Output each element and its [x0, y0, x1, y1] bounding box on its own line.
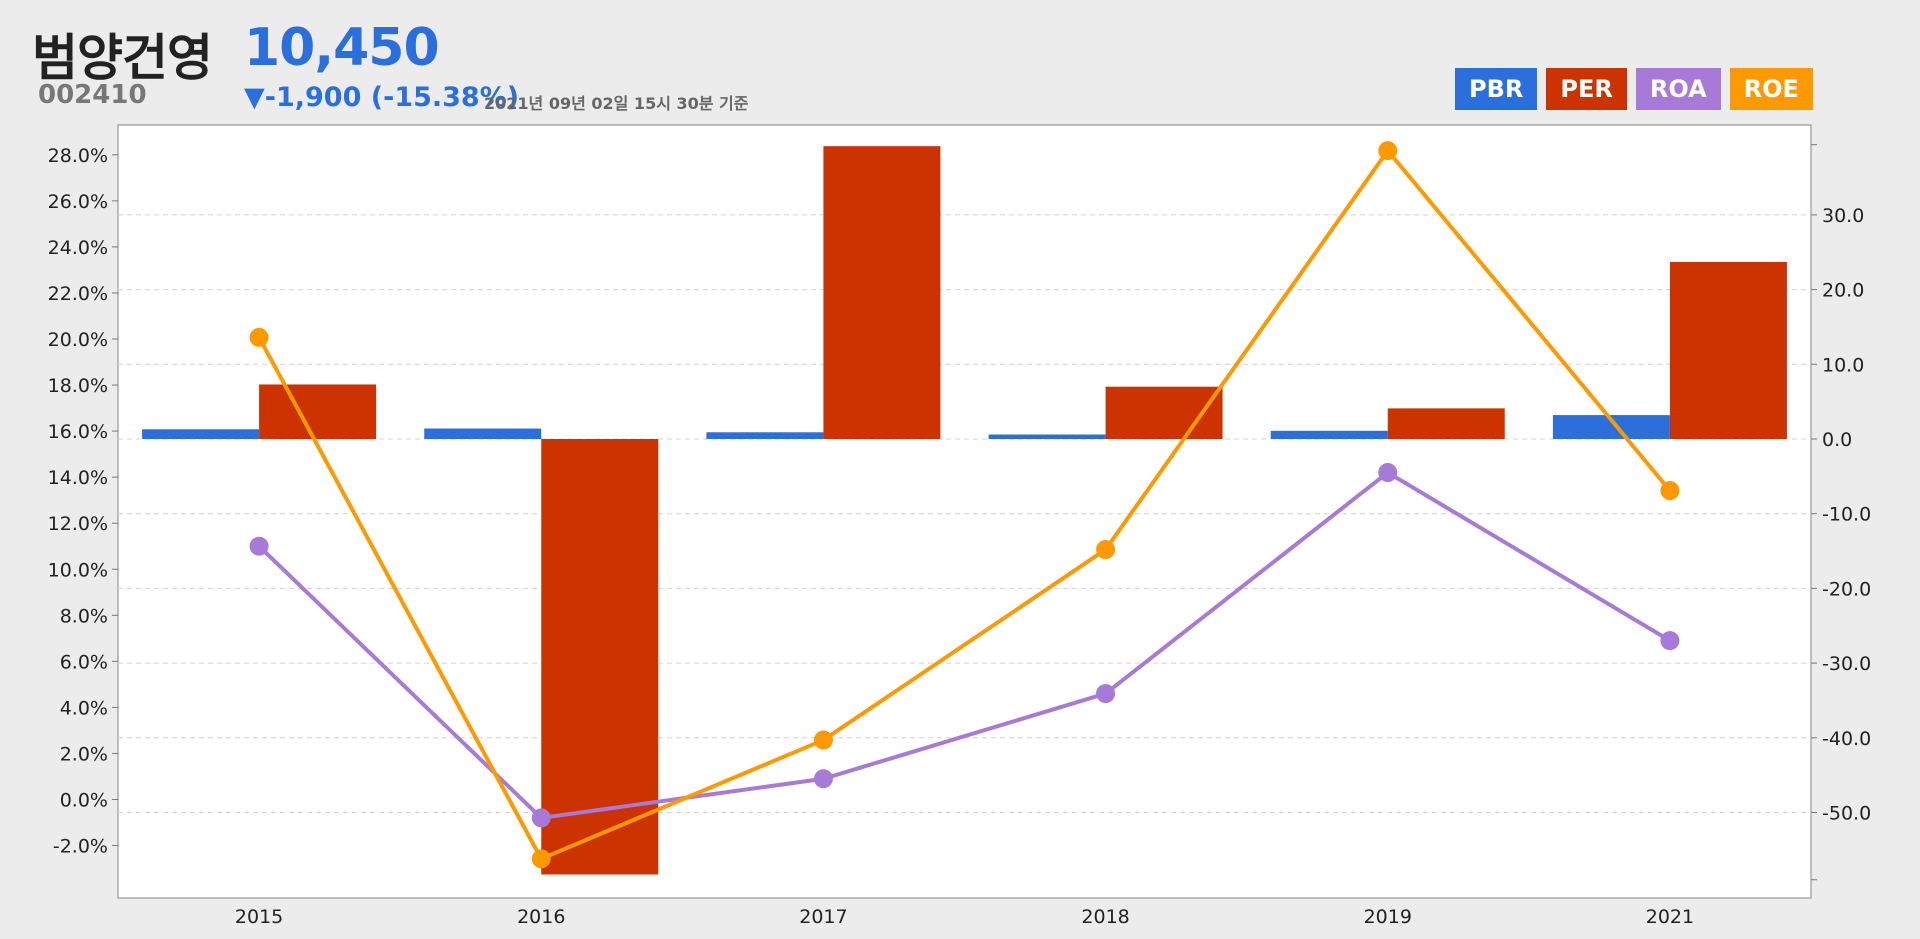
point-roa-2019	[1378, 463, 1398, 483]
x-tick-label: 2019	[1364, 906, 1412, 928]
right-tick-label: 30.0	[1822, 205, 1864, 227]
point-roa-2015	[249, 536, 269, 556]
left-tick-label: 20.0%	[48, 329, 108, 351]
bar-per-2021	[1669, 261, 1787, 439]
right-tick-label: -40.0	[1822, 728, 1871, 750]
price-change: ▼-1,900 (-15.38%)	[244, 82, 520, 113]
bar-per-2019	[1387, 408, 1505, 439]
bar-pbr-2015	[142, 429, 260, 439]
legend-roe[interactable]: ROE	[1729, 68, 1813, 110]
right-tick-label: -50.0	[1822, 803, 1871, 825]
bar-per-2016	[541, 439, 659, 875]
stock-code: 002410	[38, 80, 147, 110]
bar-per-2018	[1105, 386, 1223, 439]
point-roa-2021	[1660, 631, 1680, 651]
point-roe-2019	[1378, 141, 1398, 161]
x-tick-label: 2016	[517, 906, 565, 928]
left-tick-label: 16.0%	[48, 421, 108, 443]
x-tick-label: 2021	[1646, 906, 1694, 928]
right-tick-label: 20.0	[1822, 280, 1864, 302]
stock-price: 10,450	[244, 18, 440, 78]
left-tick-label: 24.0%	[48, 237, 108, 259]
line-roe	[257, 148, 1672, 861]
bar-per-2015	[259, 384, 377, 439]
left-tick-label: 4.0%	[60, 697, 108, 719]
left-tick-label: 28.0%	[48, 145, 108, 167]
bar-pbr-2019	[1270, 430, 1388, 439]
bar-pbr-2018	[988, 434, 1106, 439]
left-tick-label: 12.0%	[48, 513, 108, 535]
left-tick-label: -2.0%	[53, 836, 108, 858]
x-tick-label: 2015	[235, 906, 283, 928]
legend-per[interactable]: PER	[1546, 68, 1627, 110]
legend-roa[interactable]: ROA	[1635, 68, 1721, 110]
x-tick-label: 2018	[1081, 906, 1129, 928]
stock-name: 범양건영	[32, 29, 213, 87]
point-roa-2017	[813, 769, 833, 789]
right-tick-label: -30.0	[1822, 653, 1871, 675]
x-tick-label: 2017	[799, 906, 847, 928]
bar-pbr-2021	[1552, 415, 1670, 439]
left-tick-label: 6.0%	[60, 651, 108, 673]
point-roe-2018	[1096, 540, 1116, 560]
legend: PBR PER ROA ROE	[1455, 68, 1813, 110]
left-tick-label: 14.0%	[48, 467, 108, 489]
left-tick-label: 2.0%	[60, 743, 108, 765]
bar-per-2017	[823, 146, 941, 439]
right-tick-label: -20.0	[1822, 578, 1871, 600]
left-tick-label: 18.0%	[48, 375, 108, 397]
legend-pbr[interactable]: PBR	[1455, 68, 1538, 110]
bar-pbr-2016	[424, 428, 542, 439]
point-roe-2016	[531, 849, 551, 869]
bar-pbr-2017	[706, 432, 824, 439]
point-roe-2015	[249, 327, 269, 347]
left-tick-label: 8.0%	[60, 605, 108, 627]
left-tick-label: 0.0%	[60, 790, 108, 812]
plot-area	[117, 124, 1812, 899]
left-tick-label: 10.0%	[48, 559, 108, 581]
right-tick-label: 0.0	[1822, 429, 1852, 451]
right-tick-label: 10.0	[1822, 354, 1864, 376]
timestamp: 2021년 09년 02일 15시 30분 기준	[484, 94, 749, 113]
point-roa-2016	[531, 808, 551, 828]
right-tick-label: -10.0	[1822, 504, 1871, 526]
point-roa-2018	[1096, 684, 1116, 704]
point-roe-2017	[813, 730, 833, 750]
point-roe-2021	[1660, 481, 1680, 501]
left-tick-label: 22.0%	[48, 283, 108, 305]
left-tick-label: 26.0%	[48, 191, 108, 213]
